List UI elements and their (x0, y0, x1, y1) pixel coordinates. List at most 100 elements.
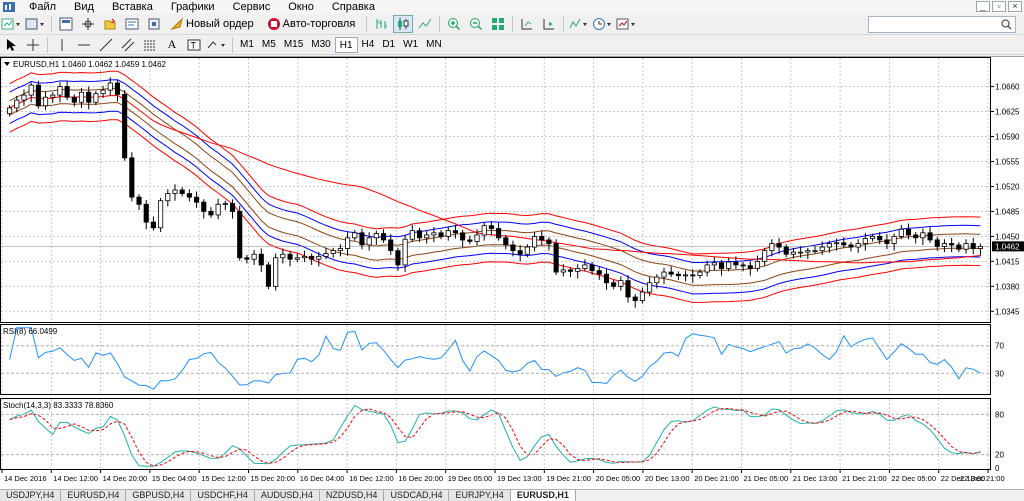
candle-body (524, 246, 530, 255)
data-window-button[interactable] (78, 15, 98, 33)
candle-body (237, 211, 243, 259)
autoscroll-button[interactable] (539, 15, 559, 33)
candle-body (129, 157, 135, 198)
tab-audusd-h4[interactable]: AUDUSD,H4 (254, 490, 320, 501)
candle-body (920, 232, 926, 239)
candle-body (431, 232, 437, 236)
fibonacci-button[interactable] (140, 36, 160, 54)
menu-view[interactable]: Вид (74, 1, 94, 13)
zoom-out-button[interactable] (466, 15, 486, 33)
text-label-button[interactable]: T (184, 36, 204, 54)
new-order-button[interactable]: Новый ордер (166, 15, 261, 33)
rsi-label: RSI(8) 66.0499 (3, 327, 58, 336)
envelope-outer-upper (9, 70, 981, 255)
candle-body (35, 84, 41, 107)
autotrading-button[interactable]: Авто-торговля (263, 15, 363, 33)
separator (563, 16, 565, 32)
timeframe-h4[interactable]: H4 (361, 38, 375, 50)
stoch-label: Stoch(14,3,3) 83.3333 78.8360 (3, 401, 114, 410)
profiles-button[interactable] (25, 15, 47, 33)
candle-body (402, 238, 408, 266)
candle-body (891, 235, 897, 244)
chart-window[interactable]: 1.0660 1.0625 1.0590 1.0555 1.0520 1.0485 1.04… (0, 56, 1024, 489)
separator (232, 36, 233, 53)
price-tick-label: 1.0520 (995, 182, 1020, 191)
candle-body (136, 196, 142, 205)
menu-window[interactable]: Окно (288, 1, 314, 13)
trendline-button[interactable] (96, 36, 116, 54)
menu-charts[interactable]: Графики (170, 1, 215, 13)
chart-tabs: USDJPY,H4 EURUSD,H4 GBPUSD,H4 USDCHF,H4 … (0, 489, 1024, 501)
chart-dropdown-icon[interactable] (4, 62, 10, 66)
search-input[interactable] (869, 17, 997, 32)
candle-body (855, 243, 861, 248)
candle-body (143, 203, 149, 223)
terminal-button[interactable] (122, 15, 142, 33)
timeframe-w1[interactable]: W1 (403, 38, 419, 50)
crosshair-button[interactable] (23, 36, 43, 54)
chart-shift-button[interactable] (517, 15, 537, 33)
candle-body (798, 251, 804, 254)
zoom-in-button[interactable] (444, 15, 464, 33)
arrows-button[interactable] (206, 36, 228, 54)
timeframe-m30[interactable]: M30 (311, 38, 331, 50)
tile-windows-button[interactable] (488, 15, 508, 33)
timeframe-m15[interactable]: M15 (283, 38, 304, 50)
time-tick-label: 21 Dec 21:00 (842, 474, 887, 483)
horizontal-line-button[interactable] (74, 36, 94, 54)
candle-body (388, 239, 394, 252)
candle-body (560, 269, 566, 273)
time-tick-label: 21 Dec 13:00 (793, 474, 838, 483)
indicators-button[interactable] (568, 15, 590, 33)
bar-chart-button[interactable] (371, 15, 391, 33)
menu-file[interactable]: Файл (29, 1, 57, 13)
templates-button[interactable] (616, 15, 638, 33)
candlestick-button[interactable] (393, 15, 414, 33)
price-tick-label: 1.0590 (995, 132, 1020, 141)
timeframe-mn[interactable]: MN (426, 38, 442, 50)
search-field[interactable] (868, 16, 1016, 33)
menu-tools[interactable]: Сервис (232, 1, 271, 13)
time-tick-label: 19 Dec 13:00 (497, 474, 542, 483)
candle-body (517, 250, 523, 255)
chart-canvas[interactable]: 1.0660 1.0625 1.0590 1.0555 1.0520 1.0485 1.04… (0, 57, 1024, 490)
drawing-toolbar: A T M1 M5 M15 M30 H1 H4 D1 W1 MN (0, 35, 1024, 55)
navigator-button[interactable] (100, 15, 120, 33)
candle-body (460, 232, 466, 241)
tester-button[interactable] (144, 15, 164, 33)
candle-body (553, 243, 559, 273)
timeframe-d1[interactable]: D1 (382, 38, 396, 50)
text-button[interactable]: A (167, 37, 177, 51)
line-chart-button[interactable] (415, 15, 435, 33)
vertical-line-button[interactable] (52, 36, 72, 54)
periods-button[interactable] (592, 15, 614, 33)
menu-help[interactable]: Справка (331, 1, 375, 13)
market-watch-button[interactable] (56, 15, 76, 33)
candle-body (869, 235, 876, 239)
tab-usdcad-h4[interactable]: USDCAD,H4 (384, 490, 450, 501)
candle-body (424, 234, 430, 239)
tab-usdjpy-h4[interactable]: USDJPY,H4 (0, 490, 62, 501)
time-tick-label: 20 Dec 05:00 (596, 474, 641, 483)
minimize-button[interactable]: _ (976, 1, 990, 12)
tab-gbpusd-h4[interactable]: GBPUSD,H4 (126, 490, 192, 501)
timeframe-h1[interactable]: H1 (334, 36, 358, 53)
timeframe-m5[interactable]: M5 (261, 38, 276, 50)
cursor-button[interactable] (1, 36, 21, 54)
timeframe-m1[interactable]: M1 (240, 38, 254, 50)
channel-button[interactable] (118, 36, 138, 54)
candle-body (603, 273, 610, 284)
time-tick-label: 22 Dec 05:00 (891, 474, 936, 483)
new-chart-button[interactable] (1, 15, 23, 33)
close-button[interactable]: × (1008, 1, 1022, 12)
tab-usdchf-h4[interactable]: USDCHF,H4 (191, 490, 255, 501)
tab-nzdusd-h4[interactable]: NZDUSD,H4 (319, 490, 385, 501)
restore-button[interactable]: ▫ (992, 1, 1006, 12)
tab-eurusd-h1[interactable]: EURUSD,H1 (510, 490, 576, 501)
search-icon[interactable] (1001, 19, 1012, 30)
candle-body (366, 237, 372, 246)
menu-insert[interactable]: Вставка (111, 1, 153, 13)
tab-eurusd-h4[interactable]: EURUSD,H4 (61, 490, 127, 501)
time-tick-label: 19 Dec 21:00 (546, 474, 591, 483)
tab-eurjpy-h4[interactable]: EURJPY,H4 (449, 490, 511, 501)
